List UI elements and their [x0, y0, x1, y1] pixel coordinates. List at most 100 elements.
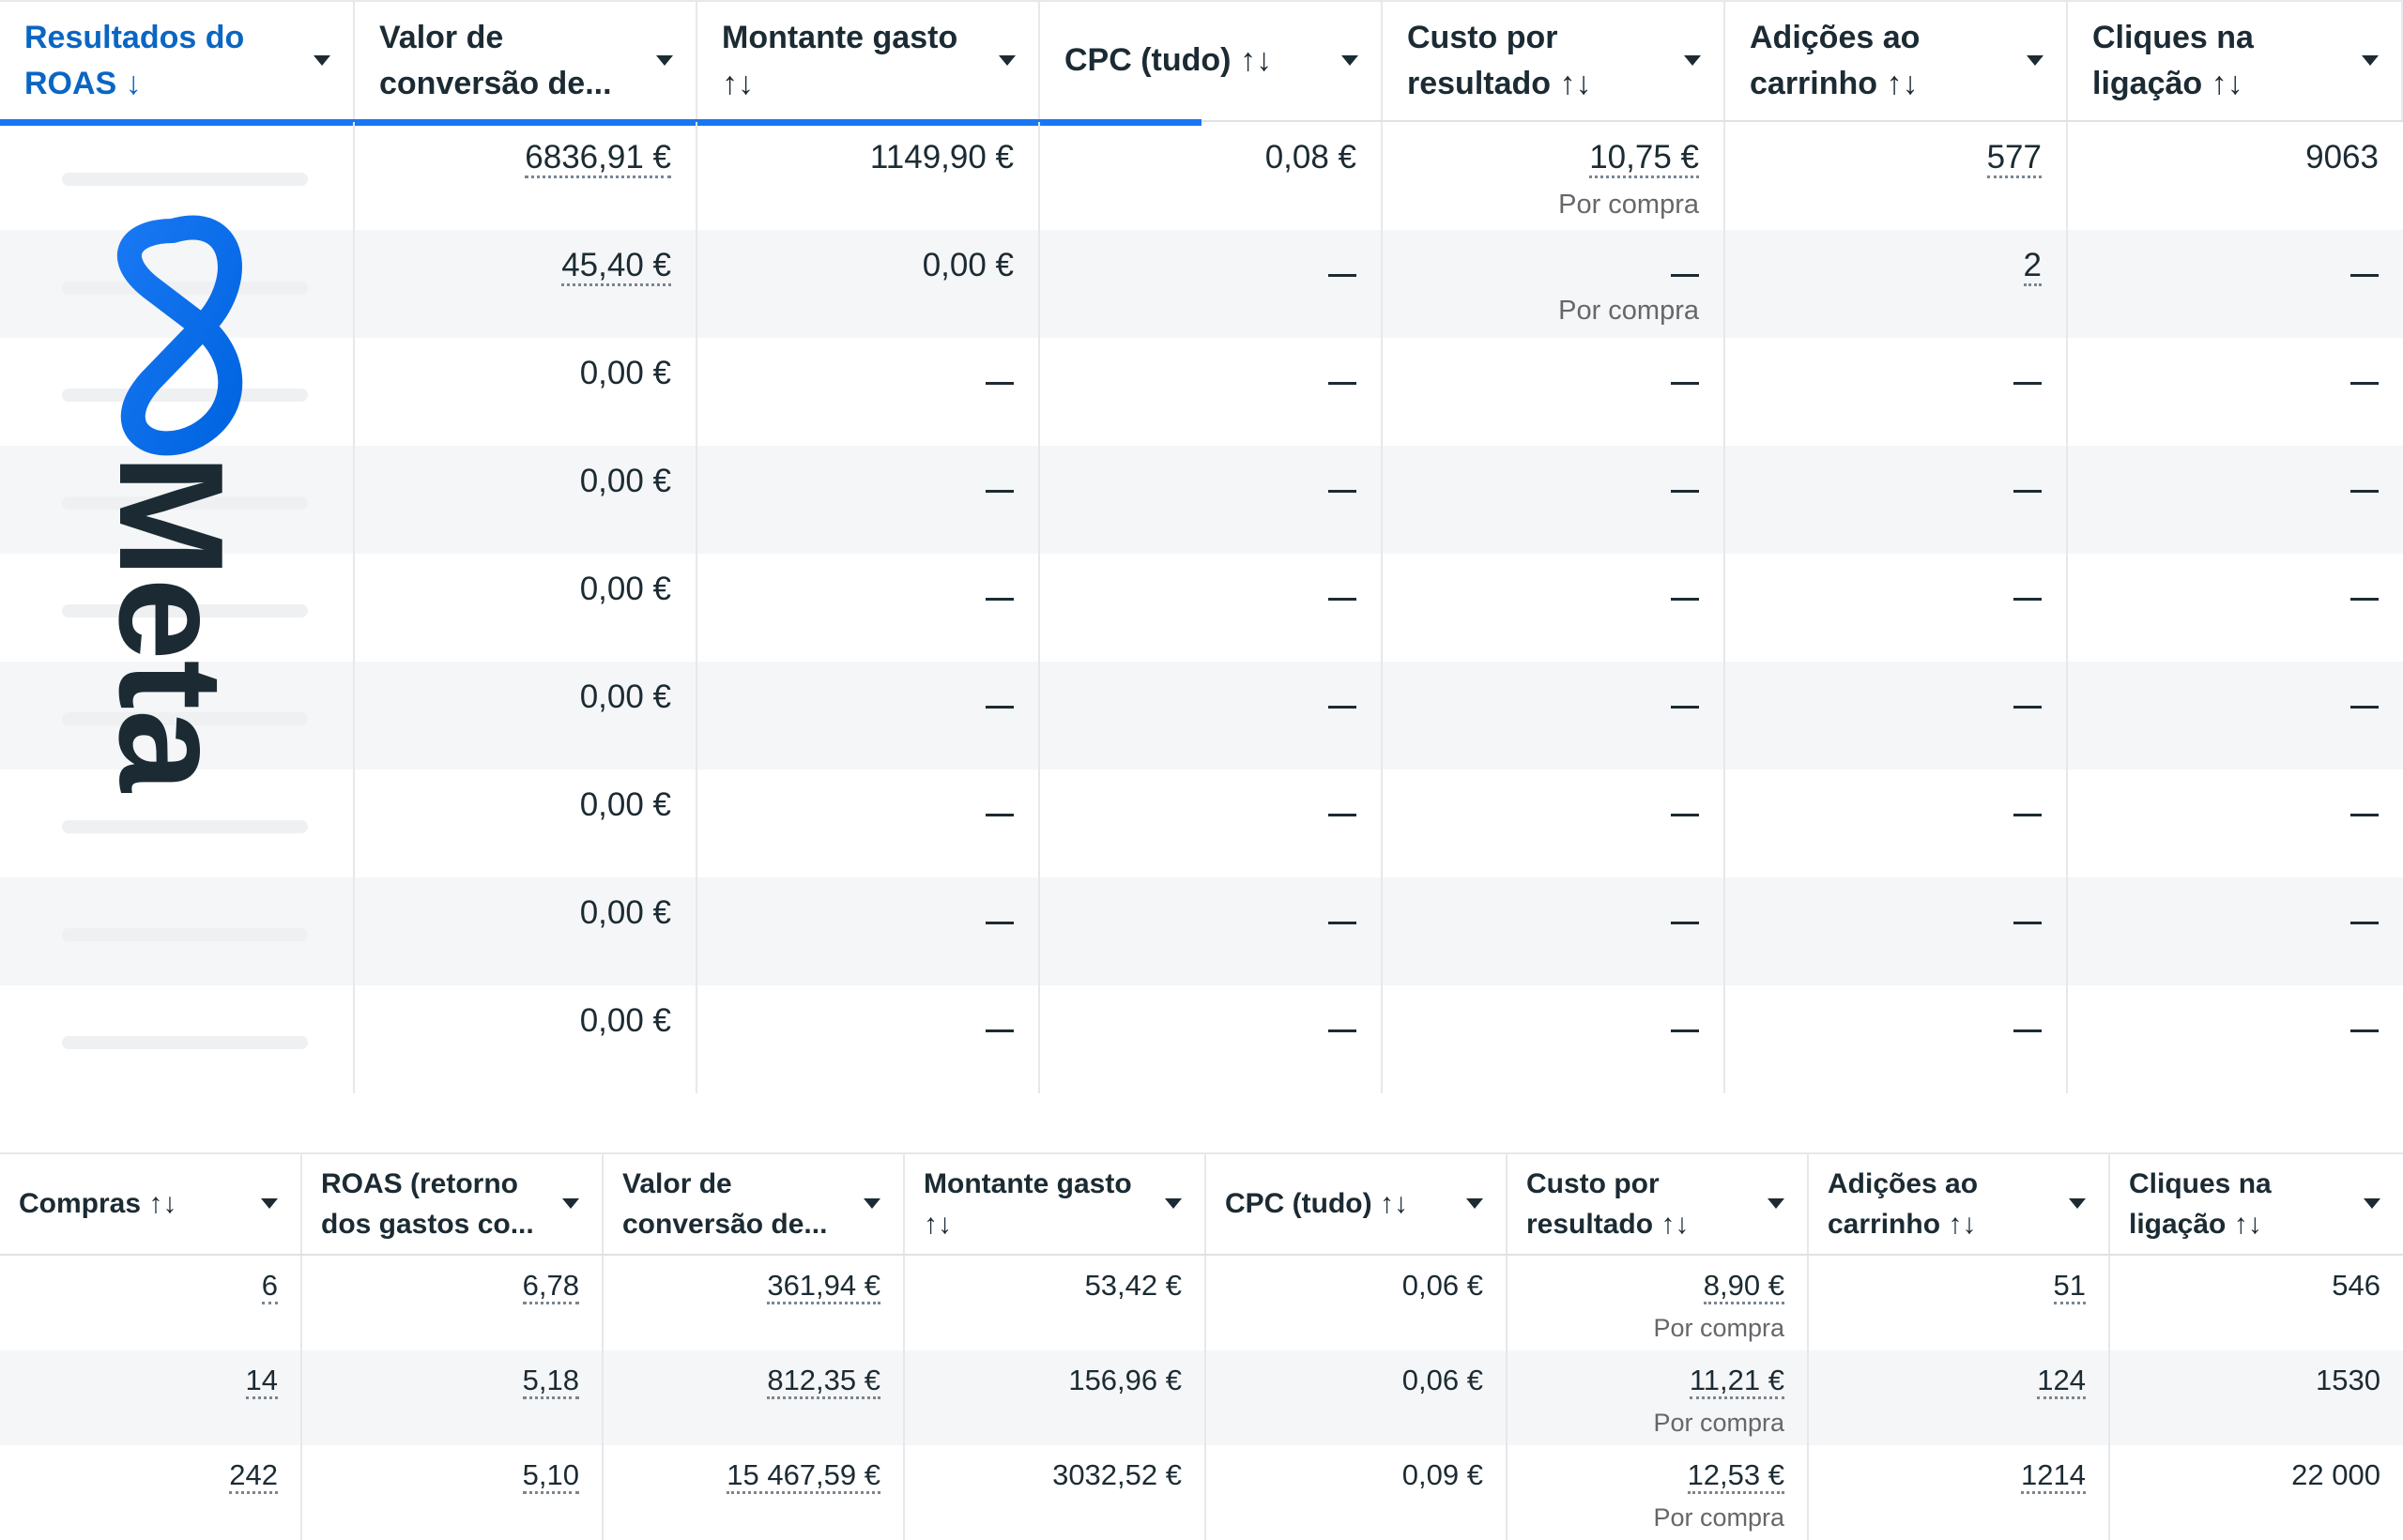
column-header-amount-spent[interactable]: Montante gasto ↑↓: [697, 2, 1040, 120]
cell-spent: 156,96 €: [905, 1350, 1206, 1445]
column-header-amount-spent[interactable]: Montante gasto ↑↓: [905, 1154, 1206, 1254]
empty-dash-icon: [2350, 598, 2379, 602]
column-header-line2: resultado ↑↓: [1526, 1209, 1690, 1240]
cell-value[interactable]: 1214: [2021, 1459, 2086, 1494]
chevron-down-icon[interactable]: [1165, 1198, 1182, 1209]
cell-value[interactable]: 11,21 €: [1689, 1365, 1784, 1399]
cell-value[interactable]: 124: [2037, 1365, 2086, 1399]
chevron-down-icon[interactable]: [2364, 1198, 2380, 1209]
cell-value: 0,00 €: [579, 786, 671, 823]
chevron-down-icon[interactable]: [1684, 55, 1701, 66]
cell-value[interactable]: 14: [245, 1365, 278, 1399]
cell-clicks: [2068, 338, 2403, 446]
empty-dash-icon: [2013, 490, 2042, 494]
cell-cpc: 0,09 €: [1206, 1445, 1508, 1540]
cell-value[interactable]: 812,35 €: [767, 1365, 880, 1399]
cell-cost: 10,75 € Por compra: [1383, 122, 1725, 230]
table-row[interactable]: 14 5,18 812,35 € 156,96 € 0,06 € 11,21 € Por c…: [0, 1350, 2403, 1445]
cell-clicks: [2068, 446, 2403, 554]
cell-cost: [1383, 985, 1725, 1093]
cell-value[interactable]: 2: [2023, 248, 2042, 286]
cell-value: 1530: [2316, 1364, 2380, 1396]
chevron-down-icon[interactable]: [1466, 1198, 1483, 1209]
empty-dash-icon: [986, 490, 1014, 494]
column-header-add-to-cart[interactable]: Adições ao carrinho ↑↓: [1725, 2, 2068, 120]
column-header-link-clicks[interactable]: Cliques na ligação ↑↓: [2110, 1154, 2403, 1254]
cell-roas: 5,18: [302, 1350, 604, 1445]
column-header-roas[interactable]: ROAS (retorno dos gastos co...: [302, 1154, 604, 1254]
cell-value[interactable]: 6836,91 €: [525, 140, 671, 178]
cell-value[interactable]: 577: [1986, 140, 2042, 178]
cell-value: 1149,90 €: [869, 139, 1014, 175]
chevron-down-icon[interactable]: [999, 55, 1016, 66]
top-results-table: Resultados do ROAS ↓ Valor de conversão de…: [0, 0, 2403, 1093]
chevron-down-icon[interactable]: [562, 1198, 579, 1209]
table-row[interactable]: 6836,91 € 1149,90 € 0,08 € 10,75 € Por compr…: [0, 122, 2403, 230]
cell-spent: 1149,90 €: [697, 122, 1040, 230]
cell-cart: [1725, 338, 2068, 446]
cell-cpc: [1040, 230, 1383, 338]
cell-value[interactable]: 51: [2053, 1270, 2086, 1304]
chevron-down-icon[interactable]: [2362, 55, 2379, 66]
cell-value[interactable]: 5,10: [522, 1459, 579, 1494]
cell-value[interactable]: 45,40 €: [561, 248, 671, 286]
cell-value[interactable]: 5,18: [522, 1365, 579, 1399]
column-header-cpc[interactable]: CPC (tudo) ↑↓: [1040, 2, 1383, 120]
cell-value: 0,08 €: [1264, 139, 1356, 175]
cell-value[interactable]: 6,78: [522, 1270, 579, 1304]
column-header-link-clicks[interactable]: Cliques na ligação ↑↓: [2068, 2, 2403, 120]
table-row[interactable]: 0,00 €: [0, 877, 2403, 985]
table-row[interactable]: 0,00 €: [0, 985, 2403, 1093]
chevron-down-icon[interactable]: [1341, 55, 1358, 66]
top-table-body: 6836,91 € 1149,90 € 0,08 € 10,75 € Por compr…: [0, 122, 2403, 1093]
table-row[interactable]: 0,00 €: [0, 446, 2403, 554]
table-row[interactable]: 0,00 €: [0, 554, 2403, 662]
column-header-line2: ROAS ↓: [24, 66, 142, 101]
empty-dash-icon: [2350, 1029, 2379, 1033]
column-header-conversion-value[interactable]: Valor de conversão de...: [604, 1154, 905, 1254]
cell-value[interactable]: 6: [261, 1270, 278, 1304]
chevron-down-icon[interactable]: [2027, 55, 2043, 66]
cell-conv_value: 361,94 €: [604, 1256, 905, 1350]
cell-cpc: [1040, 877, 1383, 985]
cell-cart: 577: [1725, 122, 2068, 230]
empty-dash-icon: [986, 814, 1014, 817]
chevron-down-icon[interactable]: [864, 1198, 880, 1209]
column-header-line1: CPC (tudo) ↑↓: [1064, 42, 1272, 79]
column-header-cpc[interactable]: CPC (tudo) ↑↓: [1206, 1154, 1508, 1254]
empty-dash-icon: [986, 1029, 1014, 1033]
bottom-results-table: Compras ↑↓ ROAS (retorno dos gastos co...…: [0, 1152, 2403, 1540]
cell-value[interactable]: 361,94 €: [767, 1270, 880, 1304]
cell-value[interactable]: 242: [229, 1459, 278, 1494]
chevron-down-icon[interactable]: [2069, 1198, 2086, 1209]
column-header-cost-per-result[interactable]: Custo por resultado ↑↓: [1383, 2, 1725, 120]
cell-value[interactable]: 8,90 €: [1703, 1270, 1784, 1304]
column-header-roas-results[interactable]: Resultados do ROAS ↓: [0, 2, 355, 120]
chevron-down-icon[interactable]: [656, 55, 673, 66]
table-row[interactable]: 242 5,10 15 467,59 € 3032,52 € 0,09 € 12,53 €…: [0, 1445, 2403, 1540]
table-row[interactable]: 0,00 €: [0, 770, 2403, 877]
cell-value[interactable]: 10,75 €: [1589, 140, 1699, 178]
empty-dash-icon: [2013, 382, 2042, 386]
chevron-down-icon[interactable]: [261, 1198, 278, 1209]
cell-value[interactable]: 12,53 €: [1687, 1459, 1784, 1494]
table-row[interactable]: 0,00 €: [0, 338, 2403, 446]
table-row[interactable]: 0,00 €: [0, 662, 2403, 770]
cell-value[interactable]: 15 467,59 €: [727, 1459, 880, 1494]
column-header-purchases[interactable]: Compras ↑↓: [0, 1154, 302, 1254]
column-header-cost-per-result[interactable]: Custo por resultado ↑↓: [1508, 1154, 1809, 1254]
cell-conv_value: 0,00 €: [355, 770, 697, 877]
table-row[interactable]: 6 6,78 361,94 € 53,42 € 0,06 € 8,90 € Por comp…: [0, 1256, 2403, 1350]
cell-clicks: 546: [2110, 1256, 2403, 1350]
table-row[interactable]: 45,40 € 0,00 € Por compra 2: [0, 230, 2403, 338]
column-header-conversion-value[interactable]: Valor de conversão de...: [355, 2, 697, 120]
column-header-add-to-cart[interactable]: Adições ao carrinho ↑↓: [1809, 1154, 2110, 1254]
chevron-down-icon[interactable]: [1768, 1198, 1784, 1209]
empty-dash-icon: [2013, 922, 2042, 925]
cell-value: 0,00 €: [579, 571, 671, 607]
cell-clicks: [2068, 877, 2403, 985]
cell-value: 53,42 €: [1084, 1269, 1182, 1302]
chevron-down-icon[interactable]: [314, 55, 330, 66]
column-header-line2: carrinho ↑↓: [1750, 66, 1919, 101]
cell-conv_value: 812,35 €: [604, 1350, 905, 1445]
